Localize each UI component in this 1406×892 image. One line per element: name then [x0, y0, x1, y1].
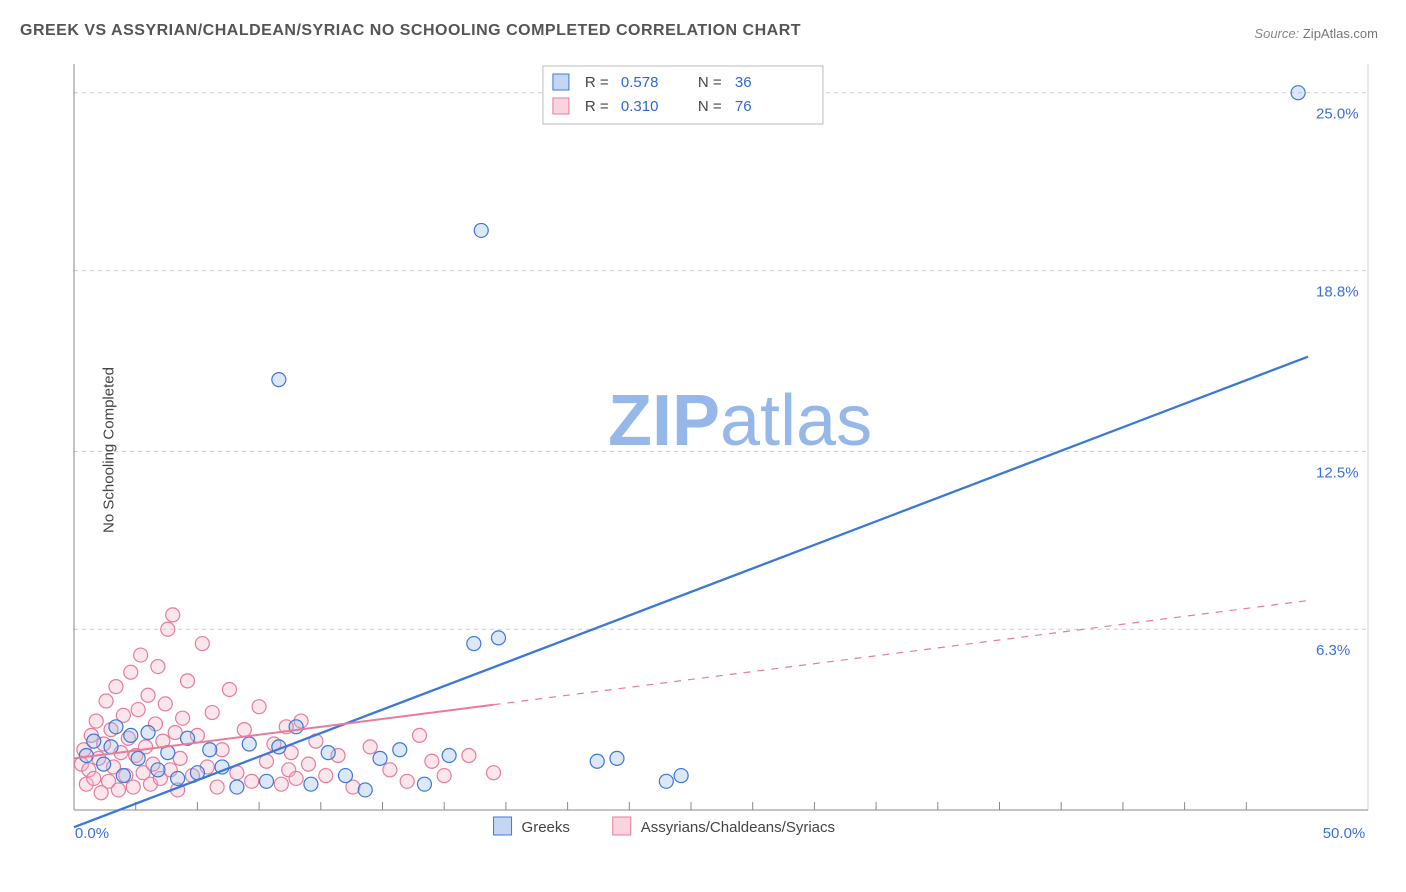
svg-text:0.578: 0.578	[621, 74, 659, 91]
chart-container: GREEK VS ASSYRIAN/CHALDEAN/SYRIAC NO SCH…	[0, 0, 1406, 892]
axes	[74, 64, 1368, 810]
chart-title: GREEK VS ASSYRIAN/CHALDEAN/SYRIAC NO SCH…	[20, 22, 801, 40]
source-link[interactable]: ZipAtlas.com	[1303, 26, 1378, 41]
svg-text:6.3%: 6.3%	[1316, 642, 1350, 659]
y-axis-label: No Schooling Completed	[100, 367, 117, 533]
svg-text:18.8%: 18.8%	[1316, 284, 1359, 301]
y-tick-labels: 6.3% 12.5% 18.8% 25.0%	[1316, 106, 1359, 660]
svg-text:R =: R =	[585, 74, 609, 91]
gridlines	[74, 93, 1368, 630]
trend-lines	[74, 357, 1308, 828]
svg-text:50.0%: 50.0%	[1323, 825, 1366, 842]
scatter-series-assyrians	[74, 608, 500, 800]
svg-text:0.310: 0.310	[621, 98, 659, 115]
plot-area: No Schooling Completed ZIPatlas 6.3%12.5…	[68, 50, 1378, 850]
svg-text:36: 36	[735, 74, 752, 91]
svg-text:Assyrians/Chaldeans/Syriacs: Assyrians/Chaldeans/Syriacs	[641, 819, 835, 836]
svg-text:Greeks: Greeks	[522, 819, 570, 836]
source-label: Source:	[1254, 26, 1299, 41]
source-attribution: Source: ZipAtlas.com	[1254, 26, 1378, 41]
svg-text:0.0%: 0.0%	[75, 825, 109, 842]
svg-text:R =: R =	[585, 98, 609, 115]
svg-text:12.5%: 12.5%	[1316, 464, 1359, 481]
correlation-legend: R = 0.578 N = 36 R = 0.310 N = 76	[543, 66, 823, 124]
scatter-plot-svg: 6.3% 12.5% 18.8% 25.0% 0.0% 50.0% R = 0.578 N …	[68, 50, 1378, 850]
svg-text:25.0%: 25.0%	[1316, 106, 1359, 123]
svg-text:N =: N =	[698, 98, 722, 115]
svg-text:76: 76	[735, 98, 752, 115]
series-legend: Greeks Assyrians/Chaldeans/Syriacs	[494, 817, 835, 836]
svg-text:N =: N =	[698, 74, 722, 91]
scatter-series-greeks	[79, 86, 1305, 797]
